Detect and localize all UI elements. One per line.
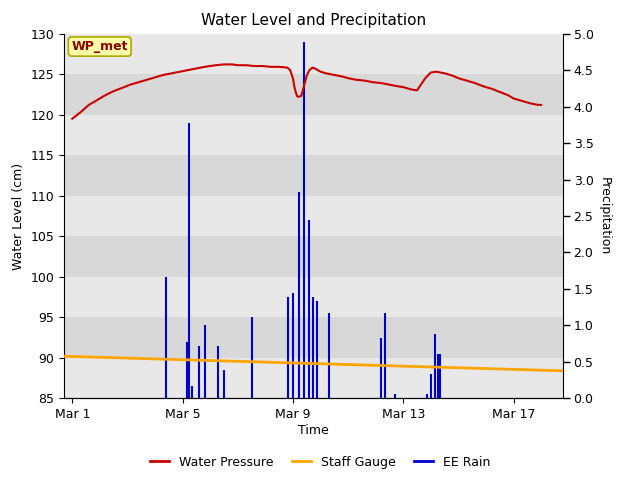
X-axis label: Time: Time: [298, 424, 329, 437]
Bar: [64, 155, 563, 196]
Bar: [64, 74, 563, 115]
Y-axis label: Water Level (cm): Water Level (cm): [12, 162, 25, 270]
Bar: [64, 196, 563, 236]
Bar: [64, 115, 563, 155]
Bar: [64, 34, 563, 74]
Bar: [64, 236, 563, 277]
Bar: [64, 277, 563, 317]
Legend: Water Pressure, Staff Gauge, EE Rain: Water Pressure, Staff Gauge, EE Rain: [145, 451, 495, 474]
Text: WP_met: WP_met: [72, 40, 128, 53]
Y-axis label: Precipitation: Precipitation: [597, 177, 611, 255]
Bar: [64, 358, 563, 398]
Bar: [64, 317, 563, 358]
Title: Water Level and Precipitation: Water Level and Precipitation: [201, 13, 426, 28]
